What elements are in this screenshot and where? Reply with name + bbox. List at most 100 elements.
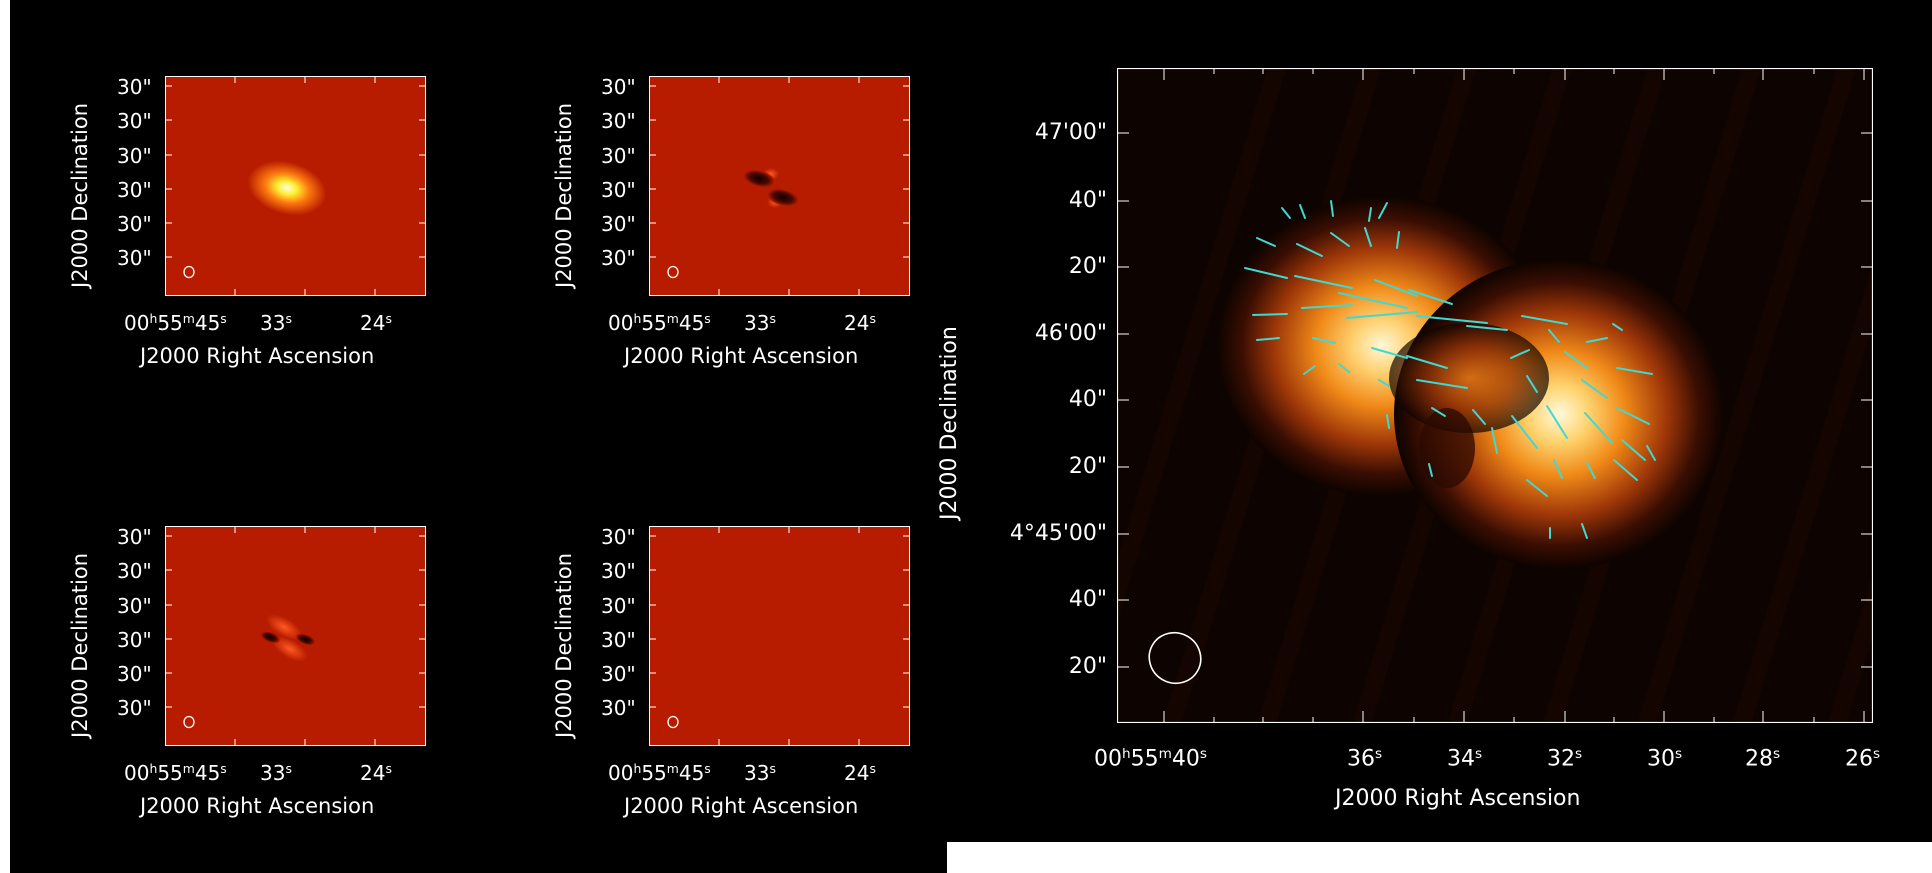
polarization-vector xyxy=(1511,415,1538,449)
y-tick-label: 40" xyxy=(1068,387,1107,412)
map-image xyxy=(165,76,426,296)
beam-ellipse xyxy=(667,715,679,729)
x-tick-label: 33s xyxy=(260,761,292,785)
polarization-vector xyxy=(1338,292,1408,309)
polarization-vector xyxy=(1296,243,1323,257)
polarization-vector xyxy=(1330,200,1334,217)
beam-ellipse xyxy=(667,265,679,279)
x-tick-label: 33s xyxy=(744,311,776,335)
y-tick-label: 30" xyxy=(117,594,152,618)
polarization-vector xyxy=(1281,207,1291,219)
polarization-vector xyxy=(1526,479,1548,497)
polarization-vector xyxy=(1491,427,1498,454)
polarization-vector xyxy=(1406,355,1448,369)
map-overlay xyxy=(649,526,910,746)
map-overlay xyxy=(165,76,426,296)
y-tick-label: 30" xyxy=(117,109,152,133)
y-tick-label: 30" xyxy=(117,212,152,236)
polarization-vector xyxy=(1378,202,1388,219)
x-tick-label: 24s xyxy=(360,311,392,335)
source-emission xyxy=(247,160,327,216)
polarization-vector xyxy=(1294,275,1353,289)
y-tick-label: 30" xyxy=(601,109,636,133)
x-tick-label: 33s xyxy=(744,761,776,785)
y-tick-label: 47'00" xyxy=(1034,120,1107,145)
x-tick-label: 32s xyxy=(1547,746,1583,772)
map-image xyxy=(165,526,426,746)
y-tick-label: 30" xyxy=(117,75,152,99)
x-tick-label: 00h55m45s xyxy=(124,311,227,335)
y-tick-label: 30" xyxy=(601,628,636,652)
x-axis-label: J2000 Right Ascension xyxy=(1335,786,1581,811)
y-axis-label: J2000 Declination xyxy=(937,326,962,520)
polarization-vector xyxy=(1252,313,1288,316)
y-tick-label: 30" xyxy=(601,559,636,583)
polarization-vector xyxy=(1616,367,1653,375)
polarization-vector xyxy=(1564,351,1588,369)
y-tick-label: 40" xyxy=(1068,188,1107,213)
negative-lobe xyxy=(743,169,775,188)
polarization-vector xyxy=(1364,227,1372,247)
polarization-vector xyxy=(1416,315,1488,324)
x-tick-label: 33s xyxy=(260,311,292,335)
polarization-vector xyxy=(1581,379,1608,399)
x-tick-label: 24s xyxy=(844,761,876,785)
y-axis-label: J2000 Declination xyxy=(552,552,576,738)
polarization-vector xyxy=(1299,204,1306,219)
background-noise xyxy=(1117,68,1286,623)
polarization-vector xyxy=(1301,304,1353,309)
x-tick-label: 36s xyxy=(1347,746,1383,772)
background-noise xyxy=(1638,68,1856,723)
x-tick-label: 34s xyxy=(1447,746,1483,772)
x-axis-label: J2000 Right Ascension xyxy=(624,794,859,818)
polarization-vector xyxy=(1428,463,1433,477)
polarization-vector xyxy=(1244,267,1288,279)
polarization-vector xyxy=(1346,311,1418,319)
emission-gap xyxy=(1419,408,1475,488)
y-tick-label: 30" xyxy=(117,662,152,686)
y-axis-label: J2000 Declination xyxy=(552,102,576,288)
y-axis-label: J2000 Declination xyxy=(68,102,92,288)
y-tick-label: 4°45'00" xyxy=(1009,521,1107,546)
y-tick-label: 30" xyxy=(117,559,152,583)
polarization-vector xyxy=(1312,337,1336,344)
y-tick-label: 30" xyxy=(117,696,152,720)
polarization-vector xyxy=(1510,349,1530,359)
negative-lobe xyxy=(296,633,316,646)
polarization-vector xyxy=(1378,379,1390,387)
polarization-vector xyxy=(1386,414,1390,429)
y-tick-label: 30" xyxy=(601,144,636,168)
polarization-vector xyxy=(1526,375,1538,393)
y-tick-label: 30" xyxy=(601,246,636,270)
map-image xyxy=(649,76,910,296)
beam-ellipse xyxy=(183,715,195,729)
polarization-vector xyxy=(1466,325,1508,331)
x-axis-label: J2000 Right Ascension xyxy=(140,794,375,818)
map-overlay xyxy=(165,526,426,746)
polarization-vector xyxy=(1330,232,1350,247)
x-tick-label: 28s xyxy=(1745,746,1781,772)
x-tick-label: 00h55m40s xyxy=(1094,746,1208,772)
background-noise xyxy=(1733,263,1873,723)
polarization-vector xyxy=(1472,409,1486,425)
map-overlay xyxy=(649,76,910,296)
y-tick-label: 30" xyxy=(601,525,636,549)
y-tick-label: 30" xyxy=(117,628,152,652)
y-tick-label: 30" xyxy=(601,178,636,202)
polarization-vector xyxy=(1256,337,1280,341)
x-tick-label: 00h55m45s xyxy=(608,761,711,785)
y-tick-label: 20" xyxy=(1068,254,1107,279)
polarization-vector xyxy=(1586,337,1608,343)
negative-lobe xyxy=(767,188,799,207)
polarization-vector xyxy=(1374,279,1418,297)
polarization-vector xyxy=(1546,405,1568,439)
y-tick-label: 20" xyxy=(1068,454,1107,479)
positive-lobe xyxy=(266,614,302,640)
polarization-vector xyxy=(1521,315,1568,325)
x-tick-label: 24s xyxy=(844,311,876,335)
y-tick-label: 46'00" xyxy=(1034,321,1107,346)
x-tick-label: 00h55m45s xyxy=(608,311,711,335)
polarization-vector xyxy=(1368,207,1372,222)
x-tick-label: 26s xyxy=(1845,746,1881,772)
